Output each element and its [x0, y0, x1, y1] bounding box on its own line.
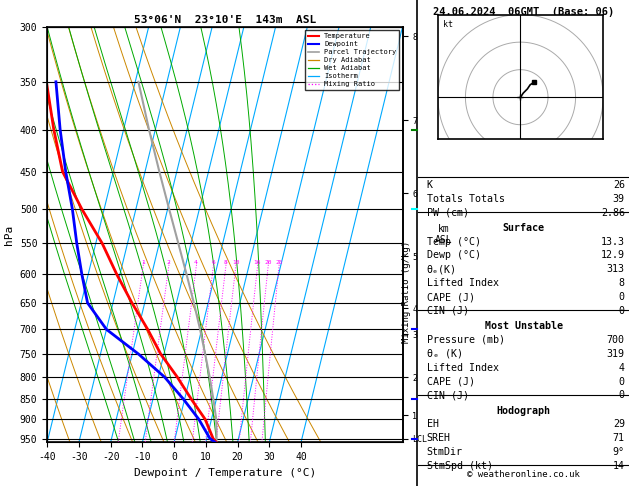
X-axis label: Dewpoint / Temperature (°C): Dewpoint / Temperature (°C): [134, 468, 316, 478]
Text: 24.06.2024  06GMT  (Base: 06): 24.06.2024 06GMT (Base: 06): [433, 7, 615, 17]
Text: 313: 313: [607, 264, 625, 274]
Text: 8: 8: [619, 278, 625, 288]
Legend: Temperature, Dewpoint, Parcel Trajectory, Dry Adiabat, Wet Adiabat, Isotherm, Mi: Temperature, Dewpoint, Parcel Trajectory…: [305, 30, 399, 90]
Text: Surface: Surface: [503, 223, 545, 233]
Text: SREH: SREH: [426, 434, 451, 443]
Text: Most Unstable: Most Unstable: [484, 321, 563, 331]
Text: 20: 20: [264, 260, 272, 265]
Text: 0: 0: [619, 292, 625, 302]
Text: 2.86: 2.86: [601, 208, 625, 218]
Text: © weatheronline.co.uk: © weatheronline.co.uk: [467, 469, 580, 479]
Text: CIN (J): CIN (J): [426, 306, 469, 316]
Text: Totals Totals: Totals Totals: [426, 193, 504, 204]
Text: EH: EH: [426, 419, 438, 430]
Text: 0: 0: [619, 377, 625, 386]
Text: θₑ(K): θₑ(K): [426, 264, 457, 274]
Text: 0: 0: [619, 390, 625, 400]
Text: Dewp (°C): Dewp (°C): [426, 250, 481, 260]
Text: 4: 4: [194, 260, 198, 265]
Text: Lifted Index: Lifted Index: [426, 363, 499, 373]
Text: 39: 39: [613, 193, 625, 204]
Text: 29: 29: [613, 419, 625, 430]
Text: 10: 10: [232, 260, 239, 265]
Text: 12.9: 12.9: [601, 250, 625, 260]
Text: 1: 1: [141, 260, 145, 265]
Text: 8: 8: [224, 260, 228, 265]
Text: 26: 26: [613, 180, 625, 190]
Text: 14: 14: [613, 461, 625, 471]
Text: StmSpd (kt): StmSpd (kt): [426, 461, 493, 471]
Text: 0: 0: [619, 306, 625, 316]
Text: 4: 4: [619, 363, 625, 373]
Text: 71: 71: [613, 434, 625, 443]
Text: 6: 6: [211, 260, 215, 265]
Text: K: K: [426, 180, 433, 190]
Text: Mixing Ratio (g/kg): Mixing Ratio (g/kg): [403, 241, 411, 343]
Text: StmDir: StmDir: [426, 447, 463, 457]
Text: kt: kt: [443, 19, 453, 29]
Text: CAPE (J): CAPE (J): [426, 377, 475, 386]
Title: 53°06'N  23°10'E  143m  ASL: 53°06'N 23°10'E 143m ASL: [134, 15, 316, 25]
Text: Pressure (mb): Pressure (mb): [426, 335, 504, 345]
Text: Temp (°C): Temp (°C): [426, 237, 481, 246]
Text: θₑ (K): θₑ (K): [426, 349, 463, 359]
Text: 16: 16: [253, 260, 261, 265]
Text: 9°: 9°: [613, 447, 625, 457]
Y-axis label: km
ASL: km ASL: [435, 224, 453, 245]
Y-axis label: hPa: hPa: [4, 225, 14, 244]
Text: PW (cm): PW (cm): [426, 208, 469, 218]
Text: Hodograph: Hodograph: [497, 406, 550, 416]
Text: CIN (J): CIN (J): [426, 390, 469, 400]
Text: 319: 319: [607, 349, 625, 359]
Text: 25: 25: [275, 260, 282, 265]
Text: 700: 700: [607, 335, 625, 345]
Text: 2: 2: [167, 260, 170, 265]
Text: Lifted Index: Lifted Index: [426, 278, 499, 288]
Text: CAPE (J): CAPE (J): [426, 292, 475, 302]
Text: 13.3: 13.3: [601, 237, 625, 246]
